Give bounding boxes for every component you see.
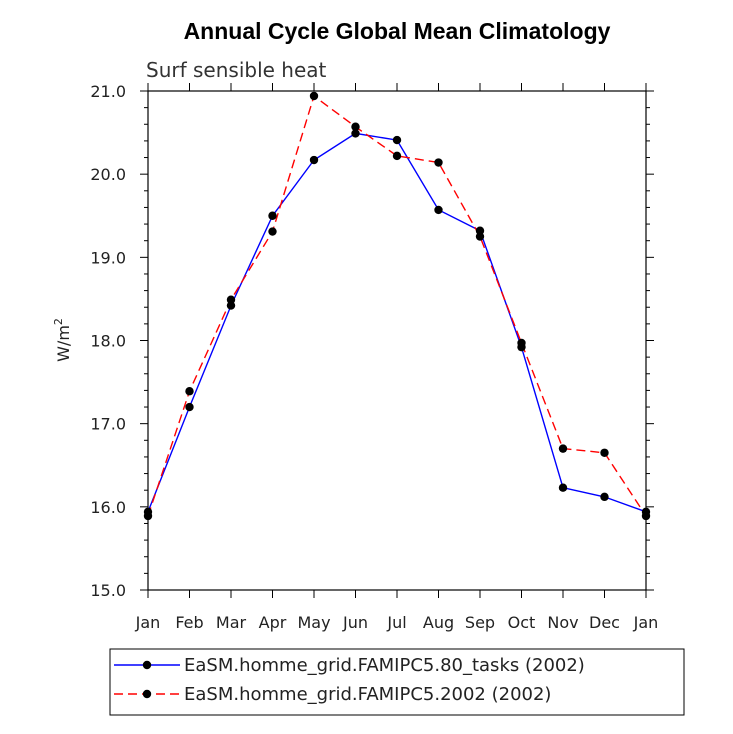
y-tick-label: 15.0 (90, 581, 126, 600)
data-point-series-2 (434, 158, 443, 167)
data-point-series-1 (392, 135, 402, 145)
x-tick-label: May (297, 613, 330, 632)
y-axis-label: W/m2 (52, 318, 73, 362)
data-point-series-2 (143, 511, 153, 521)
series-line-1 (147, 132, 647, 513)
chart-subtitle: Surf sensible heat (146, 58, 327, 82)
x-tick-label: Jul (386, 613, 406, 632)
x-tick-label: Sep (465, 613, 495, 632)
x-tick-label: Dec (589, 613, 620, 632)
data-point-series-1 (351, 129, 360, 138)
data-point-series-1 (268, 211, 277, 220)
axis-ticks (140, 83, 654, 598)
legend-marker-2 (142, 689, 152, 699)
data-point-series-1 (600, 492, 609, 502)
legend-box (109, 648, 685, 716)
y-tick-label: 19.0 (90, 248, 126, 267)
x-tick-label: Apr (259, 613, 287, 632)
data-point-series-2 (185, 387, 194, 396)
x-tick-label: Jan (633, 613, 659, 632)
data-point-series-1 (434, 205, 443, 215)
legend-label-2: EaSM.homme_grid.FAMIPC5.2002 (2002) (184, 684, 551, 705)
data-point-series-1 (475, 226, 485, 235)
data-point-series-2 (475, 232, 485, 241)
y-tick-label: 18.0 (90, 332, 126, 351)
x-tick-label: Nov (547, 613, 578, 632)
y-tick-label: 17.0 (90, 415, 126, 434)
data-point-series-1 (309, 155, 319, 165)
data-point-series-2 (351, 122, 360, 131)
x-tick-label: Oct (508, 613, 536, 632)
data-point-series-2 (641, 511, 651, 521)
data-point-series-1 (226, 301, 236, 310)
x-tick-label: Mar (216, 613, 247, 632)
x-tick-label: Aug (423, 613, 454, 632)
y-tick-labels: 15.0 16.0 17.0 18.0 19.0 20.0 21.0 (90, 82, 126, 600)
x-tick-label: Jun (342, 613, 368, 632)
y-tick-label: 20.0 (90, 165, 126, 184)
data-point-series-2 (309, 91, 319, 101)
x-tick-label: Jan (135, 613, 161, 632)
legend-marker-1 (142, 660, 152, 670)
data-point-series-2 (226, 295, 236, 304)
plot-frame (147, 90, 647, 591)
y-tick-label: 16.0 (90, 498, 126, 517)
data-point-series-2 (558, 444, 568, 453)
legend: EaSM.homme_grid.FAMIPC5.80_tasks (2002) E… (114, 655, 585, 705)
data-point-series-2 (392, 151, 402, 161)
chart-title: Annual Cycle Global Mean Climatology (184, 18, 611, 44)
data-point-series-2 (517, 338, 526, 348)
data-point-series-1 (185, 402, 194, 412)
series-layer (143, 91, 651, 521)
data-point-series-2 (600, 448, 609, 457)
data-point-series-1 (558, 483, 568, 492)
data-point-series-2 (268, 227, 277, 236)
legend-label-1: EaSM.homme_grid.FAMIPC5.80_tasks (2002) (184, 655, 585, 676)
y-tick-label: 21.0 (90, 82, 126, 101)
x-tick-label: Feb (175, 613, 203, 632)
x-tick-labels: Jan Feb Mar Apr May Jun Jul Aug Sep Oct Nov Dec Jan (135, 613, 659, 632)
